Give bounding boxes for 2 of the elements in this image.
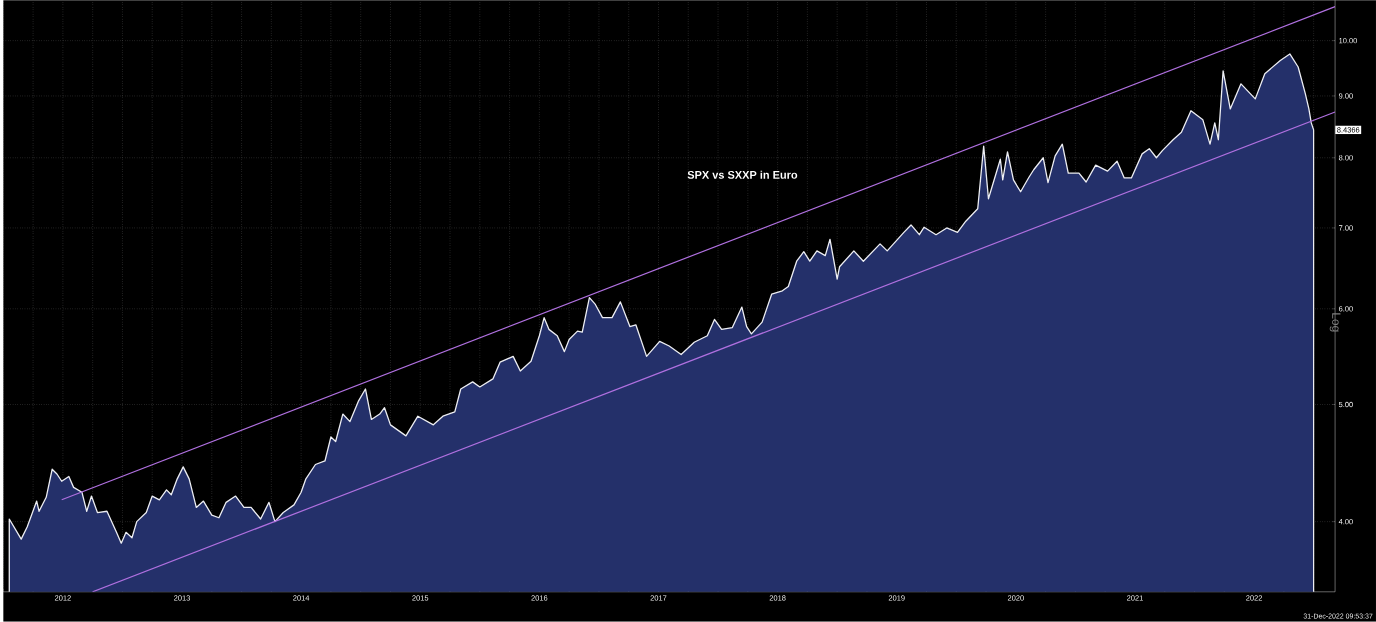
y-axis-title: Log [1329, 313, 1341, 332]
text: SPX vs SXXP in Euro [687, 170, 798, 179]
